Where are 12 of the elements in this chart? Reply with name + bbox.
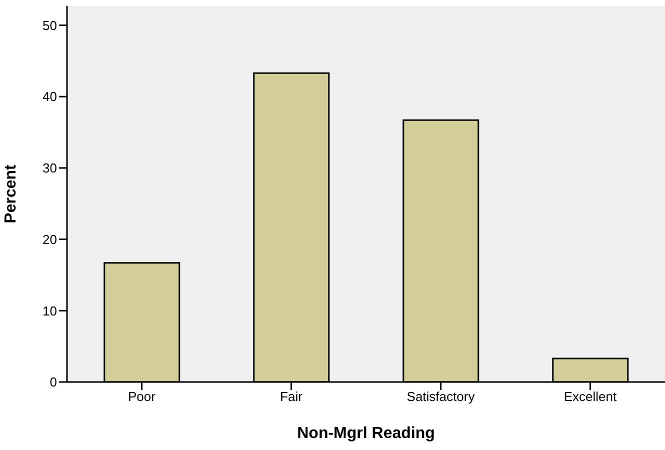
x-tick-label: Satisfactory bbox=[406, 389, 476, 404]
x-axis-title: Non-Mgrl Reading bbox=[297, 425, 435, 442]
y-tick-label: 0 bbox=[50, 374, 57, 390]
y-axis-title: Percent bbox=[2, 164, 20, 224]
y-tick-label: 10 bbox=[42, 303, 57, 318]
x-tick-label: Excellent bbox=[564, 389, 618, 404]
y-tick-label: 30 bbox=[42, 160, 57, 176]
y-tick-label: 50 bbox=[42, 18, 57, 33]
y-tick-label: 40 bbox=[42, 89, 57, 104]
y-tick-label: 20 bbox=[42, 232, 57, 247]
x-tick-label: Fair bbox=[280, 389, 304, 404]
x-tick-label: Poor bbox=[128, 389, 156, 404]
